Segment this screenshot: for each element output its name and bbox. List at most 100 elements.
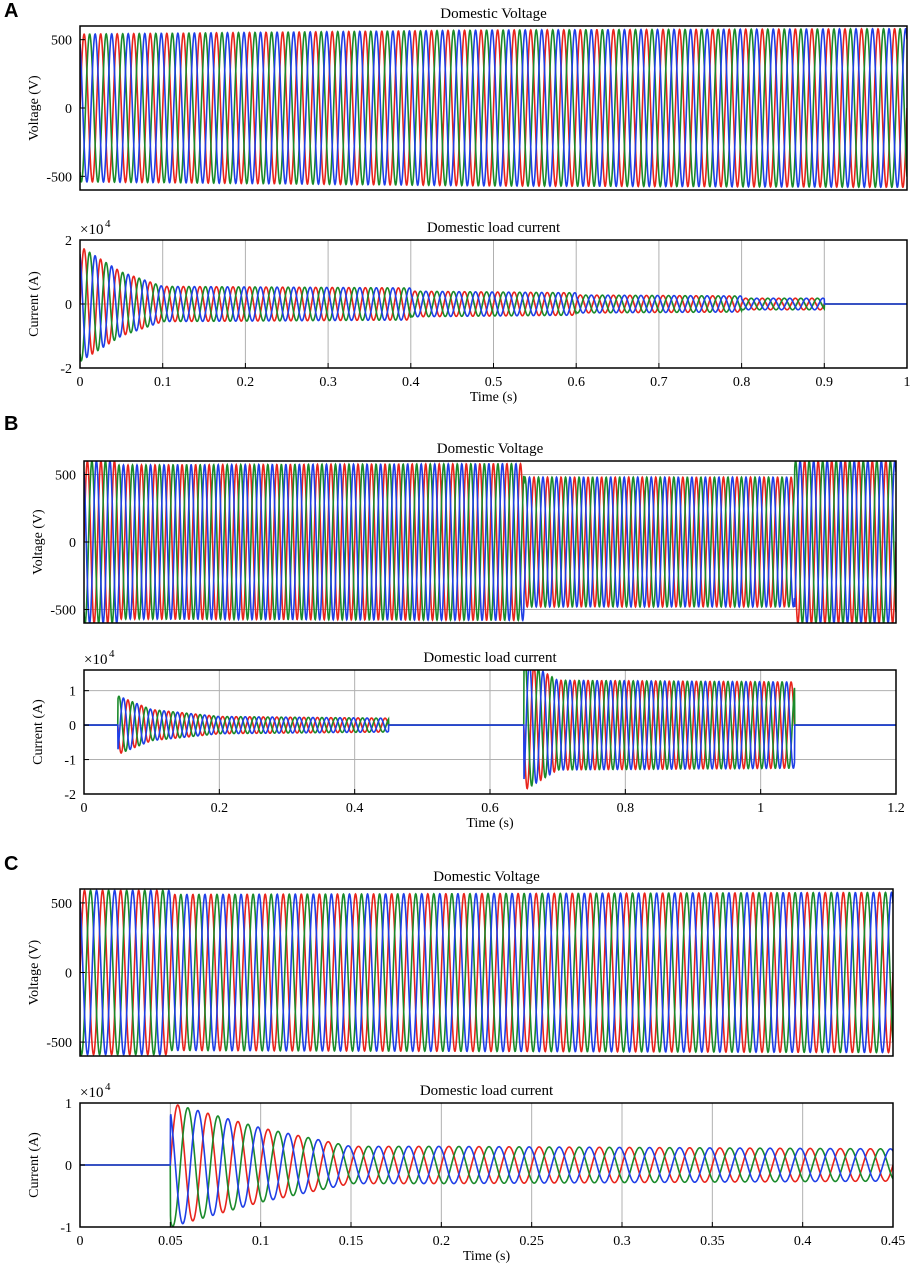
y-tick-label: 500 [51, 34, 72, 49]
chart-b-current: Domestic load current 1 0 -1 -2 0 0.2 0.4 0.6 0.8… [31, 648, 905, 831]
chart-title: Domestic load current [423, 650, 557, 666]
x-tick-label: 0.1 [154, 375, 172, 390]
y-axis-label: Current (A) [31, 699, 46, 765]
series-line-red [80, 27, 907, 189]
x-tick-label: 0.45 [881, 1234, 906, 1249]
x-tick-label: 0.6 [481, 801, 499, 816]
x-tick-label: 0.8 [733, 375, 751, 390]
y-tick-label: -500 [46, 170, 72, 185]
x-tick-label: 0.6 [567, 375, 585, 390]
y-tick-label: -1 [60, 1221, 72, 1236]
y-tick-label: -500 [46, 1036, 72, 1051]
x-axis-label: Time (s) [466, 816, 514, 831]
chart-c-voltage: Domestic Voltage 500 0 -500 Voltage (V) [27, 869, 894, 1057]
x-tick-label: 0.2 [237, 375, 255, 390]
y-tick-label: 0 [65, 102, 72, 117]
series-line-blue [84, 670, 896, 785]
x-tick-label: 0 [81, 801, 88, 816]
series-line-blue [80, 254, 907, 359]
chart-a-current: Domestic load current 2 0 -2 0 0.1 0.2 0.3 0.4 0.… [27, 218, 911, 405]
panel-label-b: B [4, 413, 19, 435]
x-tick-label: 0.25 [519, 1234, 544, 1249]
series-line-green [80, 1106, 893, 1227]
y-tick-label: -500 [50, 604, 76, 619]
y-tick-label: 500 [55, 469, 76, 484]
chart-title: Domestic load current [427, 220, 561, 236]
y-multiplier-exponent: 4 [105, 218, 111, 230]
y-tick-label: 0 [65, 298, 72, 313]
y-tick-label: 2 [65, 234, 72, 249]
series-line-green [80, 27, 907, 189]
series-group [84, 461, 896, 623]
y-tick-label: 500 [51, 897, 72, 912]
chart-title: Domestic load current [420, 1083, 554, 1099]
x-tick-label: 0.3 [319, 375, 337, 390]
series-line-green [80, 251, 907, 362]
chart-title: Domestic Voltage [437, 441, 544, 457]
y-axis-label: Voltage (V) [27, 939, 42, 1005]
x-tick-label: 0 [77, 1234, 84, 1249]
x-tick-label: 0.4 [402, 375, 420, 390]
y-tick-label: 1 [65, 1097, 72, 1112]
x-tick-label: 0.05 [158, 1234, 183, 1249]
series-group [80, 1104, 893, 1227]
panel-label-a: A [4, 0, 19, 22]
y-axis-label: Voltage (V) [31, 509, 46, 575]
y-axis-label: Voltage (V) [27, 75, 42, 141]
x-axis-label: Time (s) [470, 390, 518, 405]
series-group [80, 27, 907, 189]
x-tick-label: 0.5 [485, 375, 503, 390]
y-multiplier: ×10 [80, 1085, 103, 1101]
chart-title: Domestic Voltage [433, 869, 540, 885]
y-tick-label: 0 [69, 719, 76, 734]
x-tick-label: 0.2 [433, 1234, 451, 1249]
x-tick-label: 0.4 [794, 1234, 812, 1249]
series-line-red [80, 1104, 893, 1222]
y-axis-label: Current (A) [27, 271, 42, 337]
x-tick-label: 0.7 [650, 375, 668, 390]
x-tick-label: 1.2 [887, 801, 905, 816]
series-group [80, 889, 893, 1056]
series-line-green [84, 461, 896, 623]
x-tick-label: 0.8 [617, 801, 635, 816]
series-line-blue [84, 461, 896, 623]
chart-b-voltage: Domestic Voltage 500 0 -500 Voltage (V) [31, 441, 897, 624]
panel-label-c: C [4, 853, 19, 875]
x-tick-label: 0.4 [346, 801, 364, 816]
series-group [80, 247, 907, 362]
y-tick-label: 0 [65, 967, 72, 982]
y-tick-label: -2 [60, 362, 72, 377]
x-tick-label: 0.15 [339, 1234, 364, 1249]
series-line-green [80, 889, 893, 1056]
y-multiplier: ×10 [84, 652, 107, 668]
x-tick-label: 0.35 [700, 1234, 725, 1249]
y-tick-label: 0 [65, 1159, 72, 1174]
y-tick-label: -1 [64, 754, 76, 769]
y-tick-label: 1 [69, 685, 76, 700]
x-tick-label: 0 [77, 375, 84, 390]
series-line-blue [80, 889, 893, 1056]
x-tick-label: 1 [757, 801, 764, 816]
y-multiplier: ×10 [80, 222, 103, 238]
chart-c-current: Domestic load current 1 0 -1 0 0.05 0.1 0.15 0.2… [27, 1081, 905, 1264]
x-tick-label: 1 [904, 375, 911, 390]
x-tick-label: 0.9 [816, 375, 834, 390]
series-line-blue [80, 27, 907, 189]
y-multiplier-exponent: 4 [109, 648, 115, 660]
y-tick-label: -2 [64, 788, 76, 803]
x-tick-label: 0.1 [252, 1234, 270, 1249]
series-group [84, 670, 896, 790]
x-tick-label: 0.3 [613, 1234, 631, 1249]
series-line-red [80, 247, 907, 355]
chart-title: Domestic Voltage [440, 6, 547, 22]
y-tick-label: 0 [69, 536, 76, 551]
series-line-blue [80, 1109, 893, 1225]
series-line-red [84, 461, 896, 623]
x-axis-label: Time (s) [463, 1249, 511, 1264]
y-axis-label: Current (A) [27, 1132, 42, 1198]
chart-a-voltage: Domestic Voltage 500 0 -500 Voltage (V) [27, 6, 908, 191]
y-multiplier-exponent: 4 [105, 1081, 111, 1093]
x-tick-label: 0.2 [211, 801, 229, 816]
series-line-red [80, 889, 893, 1056]
